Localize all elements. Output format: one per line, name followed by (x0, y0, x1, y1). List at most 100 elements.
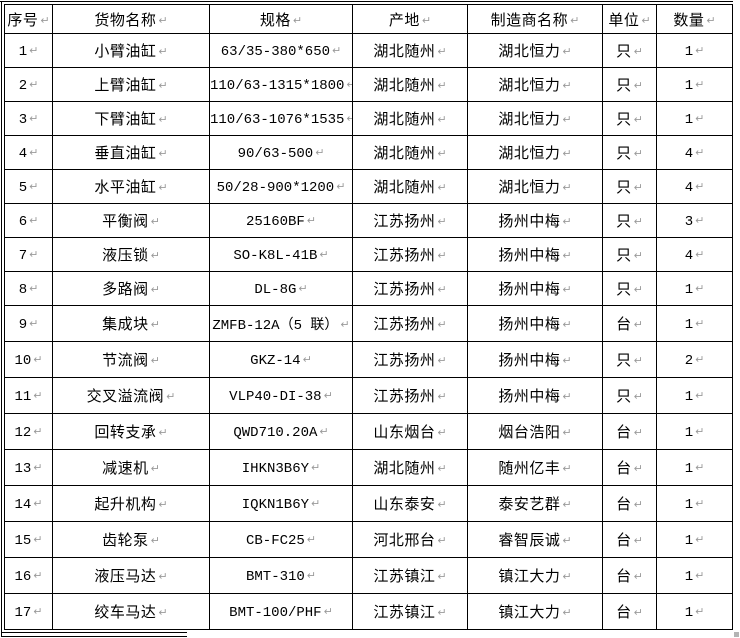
cell-r7-c5[interactable]: 只 ↵ (602, 237, 657, 272)
cell-r5-c1[interactable]: 水平油缸 ↵ (52, 169, 210, 204)
cell-r7-c6[interactable]: 4 ↵ (656, 237, 733, 272)
cell-r4-c5[interactable]: 只 ↵ (602, 135, 657, 170)
cell-r5-c0[interactable]: 5 ↵ (4, 169, 53, 204)
cell-r17-c3[interactable]: 江苏镇江 ↵ (352, 593, 468, 630)
cell-r15-c6[interactable]: 1 ↵ (656, 521, 733, 558)
cell-r1-c4[interactable]: 湖北恒力 ↵ (467, 33, 603, 68)
column-header-1[interactable]: 货物名称 ↵ (52, 4, 210, 34)
cell-r9-c5[interactable]: 台 ↵ (602, 305, 657, 342)
cell-r9-c4[interactable]: 扬州中梅 ↵ (467, 305, 603, 342)
cell-r6-c4[interactable]: 扬州中梅 ↵ (467, 203, 603, 238)
cell-r10-c2[interactable]: GKZ-14 ↵ (209, 341, 353, 378)
cell-r11-c0[interactable]: 11 ↵ (4, 377, 53, 414)
cell-r15-c1[interactable]: 齿轮泵 ↵ (52, 521, 210, 558)
cell-r7-c2[interactable]: SO-K8L-41B ↵ (209, 237, 353, 272)
cell-r4-c6[interactable]: 4 ↵ (656, 135, 733, 170)
cell-r9-c2[interactable]: ZMFB-12A（5 联） ↵ (209, 305, 353, 342)
cell-r8-c6[interactable]: 1 ↵ (656, 271, 733, 306)
cell-r15-c5[interactable]: 台 ↵ (602, 521, 657, 558)
cell-r12-c3[interactable]: 山东烟台 ↵ (352, 413, 468, 450)
column-header-5[interactable]: 单位 ↵ (602, 4, 657, 34)
cell-r5-c5[interactable]: 只 ↵ (602, 169, 657, 204)
cell-r11-c2[interactable]: VLP40-DI-38 ↵ (209, 377, 353, 414)
cell-r16-c3[interactable]: 江苏镇江 ↵ (352, 557, 468, 594)
cell-r11-c1[interactable]: 交叉溢流阀 ↵ (52, 377, 210, 414)
cell-r3-c6[interactable]: 1 ↵ (656, 101, 733, 136)
cell-r10-c3[interactable]: 江苏扬州 ↵ (352, 341, 468, 378)
cell-r10-c4[interactable]: 扬州中梅 ↵ (467, 341, 603, 378)
cell-r3-c3[interactable]: 湖北随州 ↵ (352, 101, 468, 136)
cell-r14-c1[interactable]: 起升机构 ↵ (52, 485, 210, 522)
cell-r6-c6[interactable]: 3 ↵ (656, 203, 733, 238)
cell-r14-c3[interactable]: 山东泰安 ↵ (352, 485, 468, 522)
cell-r5-c4[interactable]: 湖北恒力 ↵ (467, 169, 603, 204)
cell-r3-c5[interactable]: 只 ↵ (602, 101, 657, 136)
cell-r8-c2[interactable]: DL-8G ↵ (209, 271, 353, 306)
cell-r1-c6[interactable]: 1 ↵ (656, 33, 733, 68)
column-header-2[interactable]: 规格 ↵ (209, 4, 353, 34)
cell-r4-c4[interactable]: 湖北恒力 ↵ (467, 135, 603, 170)
cell-r11-c3[interactable]: 江苏扬州 ↵ (352, 377, 468, 414)
cell-r5-c2[interactable]: 50/28-900*1200 ↵ (209, 169, 353, 204)
cell-r2-c2[interactable]: 110/63-1315*1800↵ (209, 67, 353, 102)
cell-r11-c5[interactable]: 只 ↵ (602, 377, 657, 414)
cell-r17-c6[interactable]: 1 ↵ (656, 593, 733, 630)
cell-r9-c0[interactable]: 9 ↵ (4, 305, 53, 342)
cell-r2-c6[interactable]: 1 ↵ (656, 67, 733, 102)
cell-r16-c1[interactable]: 液压马达 ↵ (52, 557, 210, 594)
cell-r16-c4[interactable]: 镇江大力 ↵ (467, 557, 603, 594)
cell-r12-c4[interactable]: 烟台浩阳 ↵ (467, 413, 603, 450)
cell-r5-c3[interactable]: 湖北随州 ↵ (352, 169, 468, 204)
cell-r5-c6[interactable]: 4 ↵ (656, 169, 733, 204)
cell-r10-c5[interactable]: 只 ↵ (602, 341, 657, 378)
cell-r8-c0[interactable]: 8 ↵ (4, 271, 53, 306)
cell-r1-c5[interactable]: 只 ↵ (602, 33, 657, 68)
cell-r7-c4[interactable]: 扬州中梅 ↵ (467, 237, 603, 272)
cell-r17-c1[interactable]: 绞车马达 ↵ (52, 593, 210, 630)
cell-r11-c4[interactable]: 扬州中梅 ↵ (467, 377, 603, 414)
cell-r16-c5[interactable]: 台 ↵ (602, 557, 657, 594)
cell-r2-c3[interactable]: 湖北随州 ↵ (352, 67, 468, 102)
cell-r4-c1[interactable]: 垂直油缸 ↵ (52, 135, 210, 170)
cell-r13-c1[interactable]: 减速机 ↵ (52, 449, 210, 486)
cell-r15-c0[interactable]: 15 ↵ (4, 521, 53, 558)
cell-r6-c5[interactable]: 只 ↵ (602, 203, 657, 238)
cell-r2-c0[interactable]: 2 ↵ (4, 67, 53, 102)
cell-r9-c3[interactable]: 江苏扬州 ↵ (352, 305, 468, 342)
cell-r13-c6[interactable]: 1 ↵ (656, 449, 733, 486)
cell-r4-c0[interactable]: 4 ↵ (4, 135, 53, 170)
cell-r14-c2[interactable]: IQKN1B6Y ↵ (209, 485, 353, 522)
cell-r12-c1[interactable]: 回转支承 ↵ (52, 413, 210, 450)
cell-r17-c5[interactable]: 台 ↵ (602, 593, 657, 630)
cell-r9-c6[interactable]: 1 ↵ (656, 305, 733, 342)
cell-r11-c6[interactable]: 1 ↵ (656, 377, 733, 414)
cell-r13-c2[interactable]: IHKN3B6Y ↵ (209, 449, 353, 486)
cell-r6-c3[interactable]: 江苏扬州 ↵ (352, 203, 468, 238)
cell-r12-c2[interactable]: QWD710.20A ↵ (209, 413, 353, 450)
cell-r6-c1[interactable]: 平衡阀 ↵ (52, 203, 210, 238)
column-header-3[interactable]: 产地 ↵ (352, 4, 468, 34)
cell-r3-c4[interactable]: 湖北恒力 ↵ (467, 101, 603, 136)
cell-r17-c0[interactable]: 17 ↵ (4, 593, 53, 630)
cell-r14-c4[interactable]: 泰安艺群 ↵ (467, 485, 603, 522)
cell-r2-c4[interactable]: 湖北恒力 ↵ (467, 67, 603, 102)
cell-r15-c4[interactable]: 睿智辰诚 ↵ (467, 521, 603, 558)
cell-r3-c0[interactable]: 3 ↵ (4, 101, 53, 136)
cell-r6-c2[interactable]: 25160BF ↵ (209, 203, 353, 238)
cell-r14-c0[interactable]: 14 ↵ (4, 485, 53, 522)
cell-r1-c1[interactable]: 小臂油缸 ↵ (52, 33, 210, 68)
cell-r14-c5[interactable]: 台 ↵ (602, 485, 657, 522)
cell-r7-c1[interactable]: 液压锁 ↵ (52, 237, 210, 272)
cell-r4-c3[interactable]: 湖北随州 ↵ (352, 135, 468, 170)
cell-r9-c1[interactable]: 集成块 ↵ (52, 305, 210, 342)
cell-r16-c6[interactable]: 1 ↵ (656, 557, 733, 594)
cell-r3-c2[interactable]: 110/63-1076*1535↵ (209, 101, 353, 136)
column-header-0[interactable]: 序号 ↵ (4, 4, 53, 34)
cell-r12-c0[interactable]: 12 ↵ (4, 413, 53, 450)
cell-r14-c6[interactable]: 1 ↵ (656, 485, 733, 522)
cell-r6-c0[interactable]: 6 ↵ (4, 203, 53, 238)
column-header-4[interactable]: 制造商名称 ↵ (467, 4, 603, 34)
cell-r1-c0[interactable]: 1 ↵ (4, 33, 53, 68)
cell-r12-c6[interactable]: 1 ↵ (656, 413, 733, 450)
cell-r4-c2[interactable]: 90/63-500 ↵ (209, 135, 353, 170)
